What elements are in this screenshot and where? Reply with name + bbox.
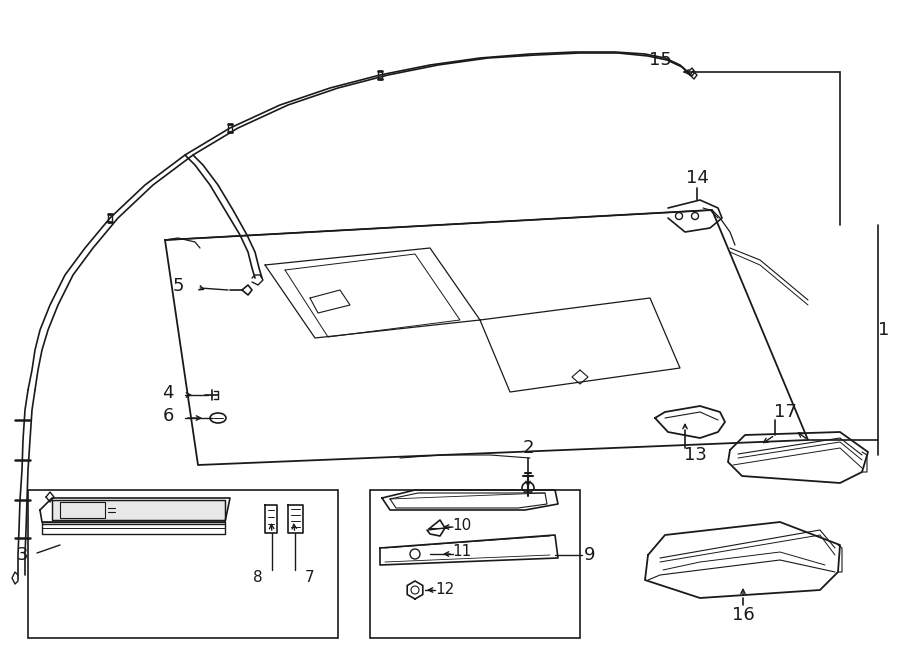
Text: 3: 3 [16, 546, 28, 564]
Text: 9: 9 [584, 546, 596, 564]
Text: 17: 17 [774, 403, 796, 421]
Text: 2: 2 [522, 439, 534, 457]
Bar [370, 490, 580, 638]
Text: 14: 14 [686, 169, 708, 187]
Text: 10: 10 [453, 518, 472, 533]
Text: 4: 4 [162, 384, 174, 402]
Text: 5: 5 [172, 277, 184, 295]
Text: 7: 7 [305, 570, 315, 584]
Text: 16: 16 [732, 606, 754, 624]
Text: 1: 1 [878, 321, 890, 339]
Text: 8: 8 [253, 570, 263, 584]
Text: 6: 6 [162, 407, 174, 425]
Bar [28, 490, 338, 638]
Text: 15: 15 [649, 51, 671, 69]
Text: 12: 12 [436, 582, 454, 598]
Text: 11: 11 [453, 545, 472, 559]
Polygon shape [52, 500, 225, 520]
Text: 13: 13 [684, 446, 706, 464]
